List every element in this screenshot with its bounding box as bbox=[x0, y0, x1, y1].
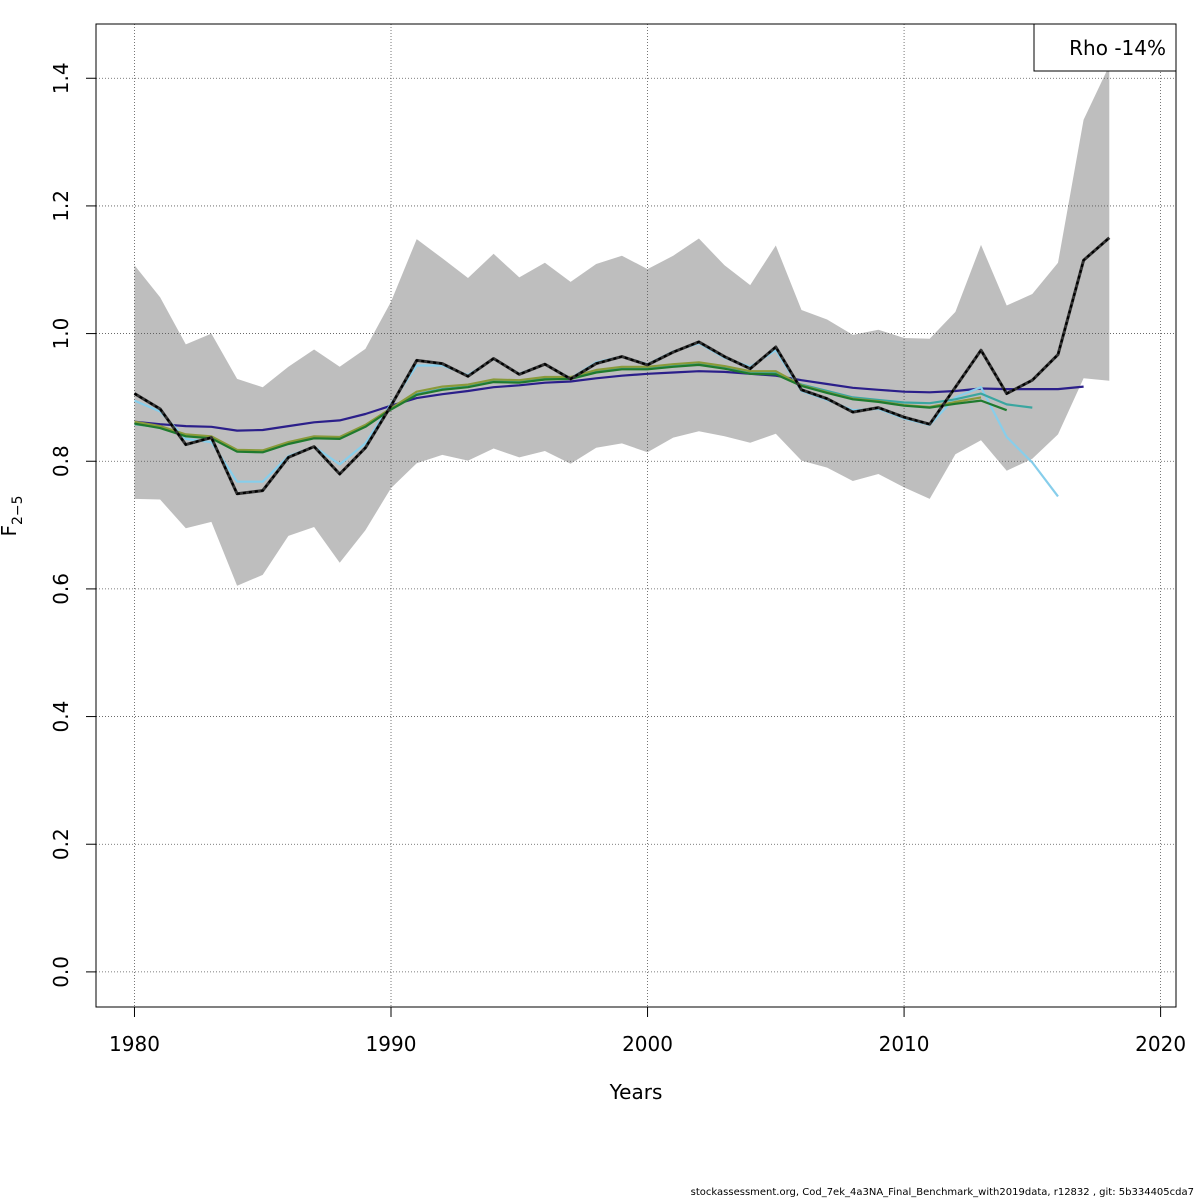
y-axis-title-main: F bbox=[0, 525, 21, 537]
y-tick-label-0.6: 0.6 bbox=[49, 573, 73, 605]
y-axis-title-sub: 2−5 bbox=[10, 495, 26, 525]
x-tick-label-2000: 2000 bbox=[622, 1032, 673, 1056]
x-axis-title: Years bbox=[609, 1080, 663, 1104]
y-axis: 0.0 0.2 0.4 0.6 0.8 1.0 1.2 1.4 bbox=[49, 62, 96, 988]
series-line-1 bbox=[134, 370, 1084, 432]
confidence-band bbox=[134, 65, 1110, 586]
band-layer bbox=[134, 65, 1110, 586]
gridlines bbox=[96, 24, 1176, 1007]
series-layer bbox=[133, 236, 1111, 498]
footer-source-text: stockassessment.org, Cod_7ek_4a3NA_Final… bbox=[690, 1187, 1194, 1198]
x-tick-label-2020: 2020 bbox=[1135, 1032, 1186, 1056]
y-tick-label-0.8: 0.8 bbox=[49, 445, 73, 477]
legend-rho-text: Rho -14% bbox=[1069, 36, 1166, 60]
y-tick-label-1.4: 1.4 bbox=[49, 62, 73, 94]
x-tick-label-1990: 1990 bbox=[366, 1032, 417, 1056]
y-tick-label-0.0: 0.0 bbox=[49, 956, 73, 988]
y-tick-label-0.2: 0.2 bbox=[49, 828, 73, 860]
y-tick-label-1.0: 1.0 bbox=[49, 318, 73, 350]
legend: Rho -14% bbox=[1033, 23, 1177, 72]
y-tick-label-1.2: 1.2 bbox=[49, 190, 73, 222]
y-axis-title: F2−5 bbox=[0, 495, 26, 536]
plot-frame bbox=[95, 23, 1177, 1008]
legend-box bbox=[1033, 23, 1177, 72]
x-tick-label-2010: 2010 bbox=[879, 1032, 930, 1056]
y-tick-label-0.4: 0.4 bbox=[49, 701, 73, 733]
series-line-0-dashes bbox=[133, 236, 1111, 495]
x-tick-label-1980: 1980 bbox=[109, 1032, 160, 1056]
x-axis: 1980 1990 2000 2010 2020 bbox=[109, 1007, 1186, 1056]
